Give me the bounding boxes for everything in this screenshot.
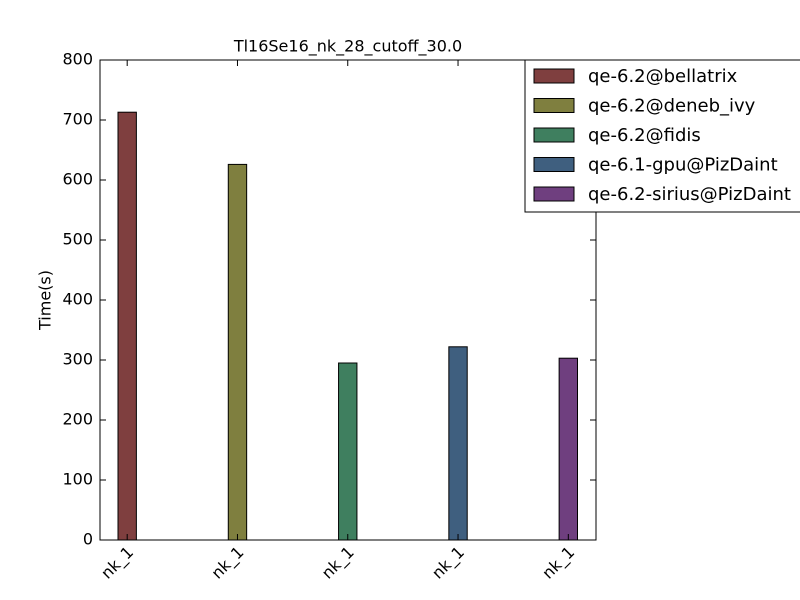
y-tick-label: 800 [62, 50, 93, 69]
x-tick-label: nk_1 [428, 543, 469, 584]
y-tick-label: 200 [62, 410, 93, 429]
x-tick-label: nk_1 [318, 543, 359, 584]
bar [227, 163, 248, 541]
legend-label: qe-6.1-gpu@PizDaint [588, 155, 778, 176]
legend-swatch [533, 127, 575, 143]
bar [117, 111, 137, 541]
legend: qe-6.2@bellatrix qe-6.2@deneb_ivy qe-6.2@f… [524, 59, 800, 213]
legend-swatch [533, 98, 575, 113]
bar [558, 357, 578, 541]
plot-frame [99, 59, 597, 541]
y-axis-label: Time(s) [36, 270, 55, 331]
x-tick-label: nk_1 [97, 543, 138, 584]
bar [338, 362, 358, 541]
legend-label: qe-6.2@fidis [588, 125, 701, 146]
y-tick-label: 100 [62, 470, 93, 489]
chart-title: Tl16Se16_nk_28_cutoff_30.0 [233, 37, 462, 57]
legend-swatch [533, 68, 575, 84]
legend-swatch [533, 157, 575, 172]
legend-swatch [533, 186, 575, 202]
y-tick-label: 700 [62, 110, 93, 129]
legend-label: qe-6.2@bellatrix [588, 66, 738, 87]
x-tick-label: nk_1 [538, 543, 579, 584]
bar [448, 346, 468, 541]
y-tick-label: 500 [62, 230, 93, 249]
y-tick-label: 300 [62, 350, 93, 369]
x-tick-label: nk_1 [207, 543, 248, 584]
legend-label: qe-6.2@deneb_ivy [588, 96, 756, 117]
y-tick-label: 600 [62, 170, 93, 189]
y-tick-label: 400 [62, 290, 93, 309]
legend-label: qe-6.2-sirius@PizDaint [588, 184, 791, 205]
y-tick-label: 0 [83, 530, 93, 549]
